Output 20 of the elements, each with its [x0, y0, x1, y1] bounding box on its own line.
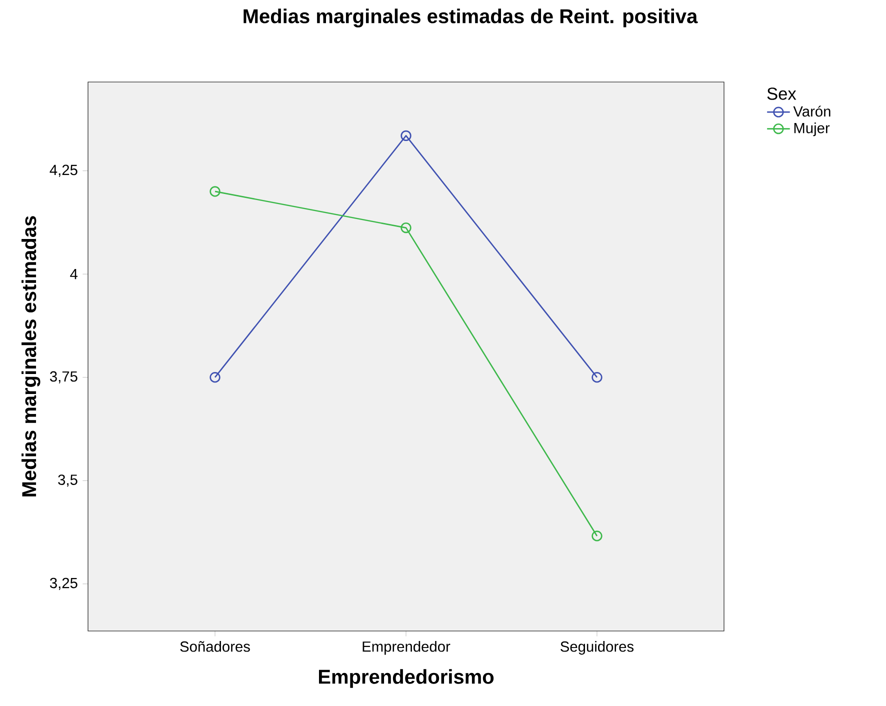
x-tick-label: Soñadores: [180, 641, 250, 652]
chart-title: Medias marginales estimadas de Reint. positiva: [244, 8, 698, 28]
point: [210, 186, 220, 197]
point: [210, 372, 220, 383]
y-axis-title: Medias marginales estimadas: [22, 216, 40, 496]
y-tick-label: 3,75: [50, 371, 78, 384]
point: [592, 372, 602, 383]
x-tick-label: Seguidores: [560, 641, 634, 655]
point: [400, 222, 412, 234]
y-tick-label: 3,5: [58, 474, 78, 487]
legend-label: Mujer: [794, 122, 830, 136]
x-axis-title: Emprendedorismo: [318, 669, 494, 688]
legend-label: Varón: [793, 106, 830, 117]
y-tick-label: 4: [70, 269, 78, 280]
x-tick-label: Emprendedor: [362, 641, 450, 655]
y-tick-label: 4,25: [50, 164, 78, 177]
legend-title: Sex: [767, 88, 796, 100]
y-tick-label: 3,25: [50, 578, 78, 590]
point: [400, 130, 412, 142]
point: [592, 530, 602, 542]
